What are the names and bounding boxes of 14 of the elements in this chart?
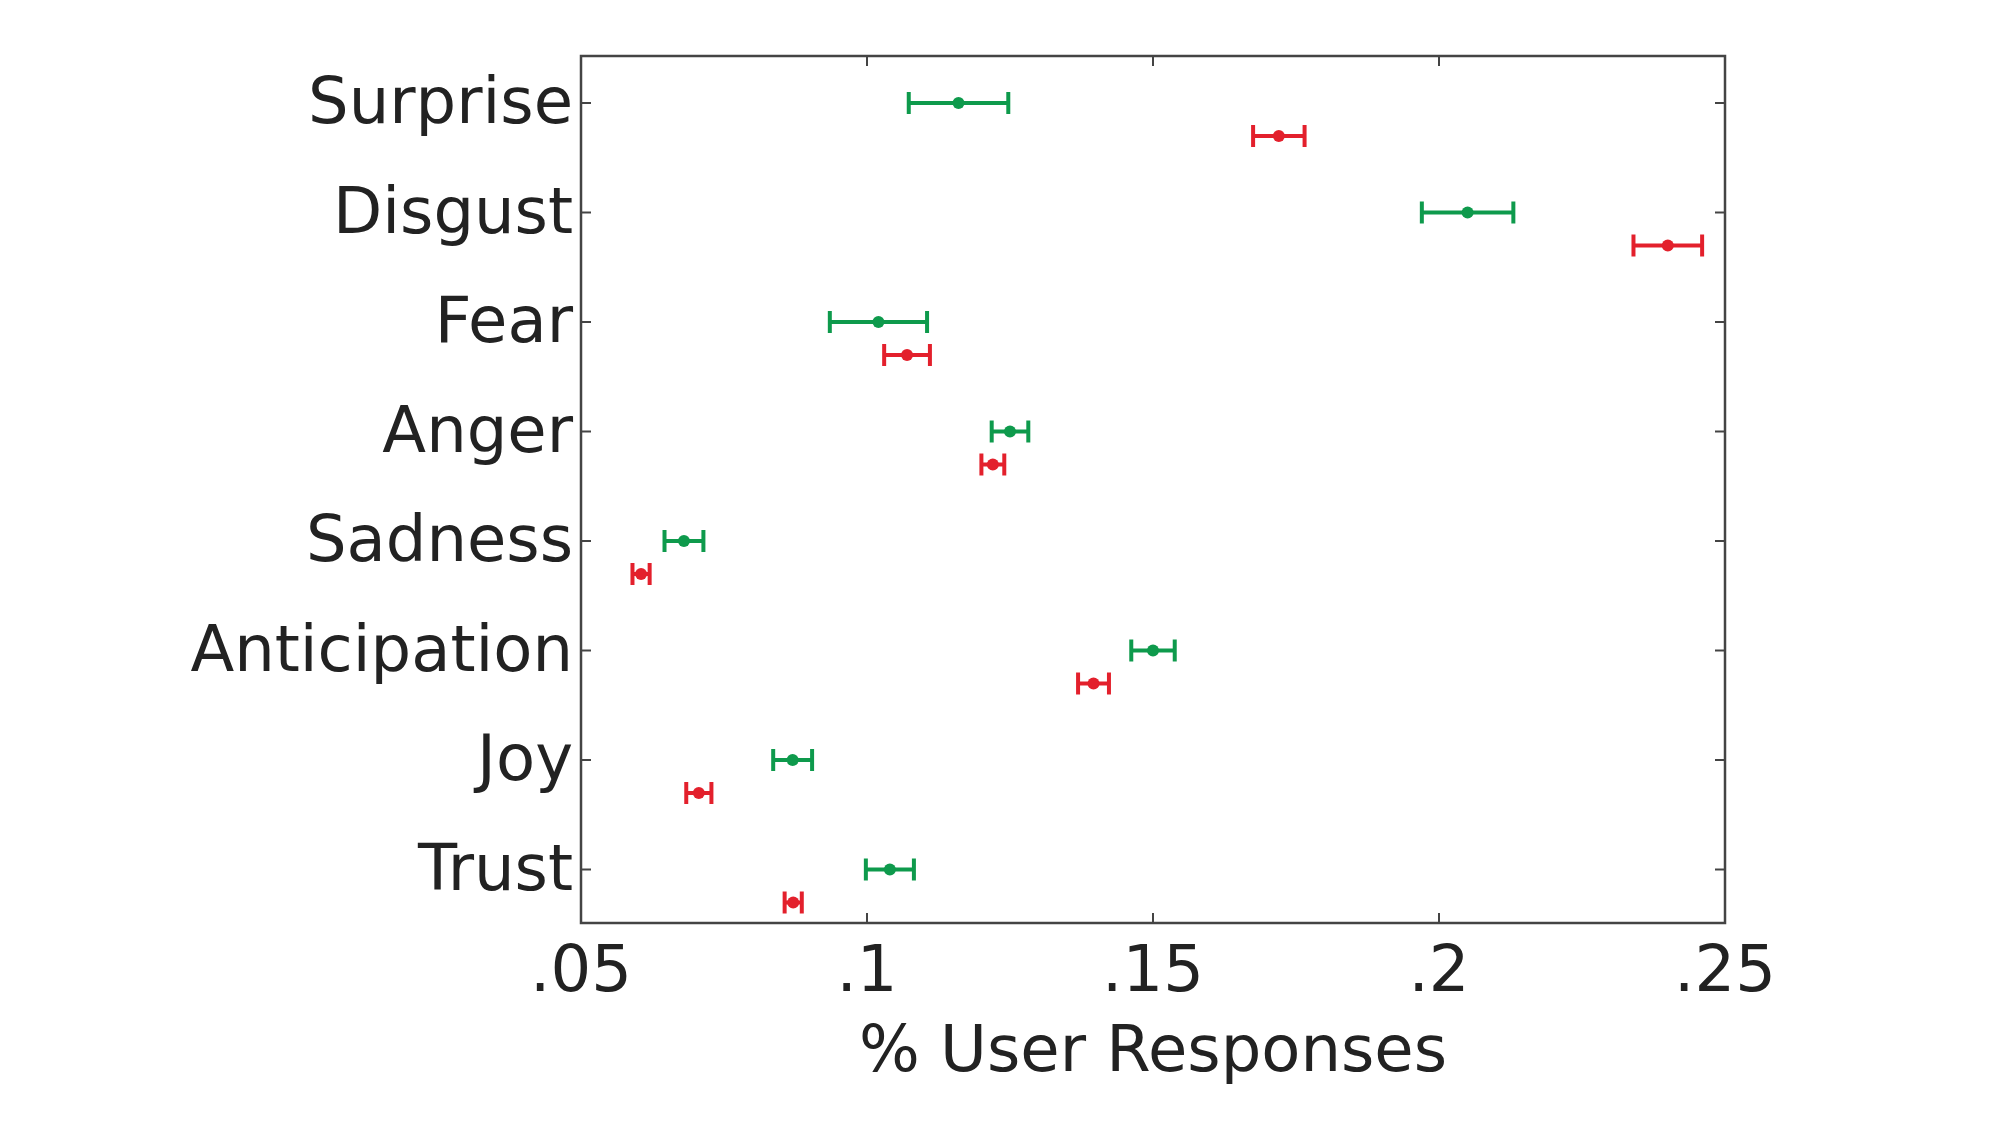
x-tick-label: .1 [836, 932, 898, 1006]
y-tick-label: Surprise [308, 64, 573, 138]
y-tick-label: Anger [382, 392, 574, 467]
y-tick-label: Disgust [332, 173, 573, 248]
x-axis-title: % User Responses [858, 1012, 1448, 1086]
x-tick-label: .05 [530, 932, 632, 1006]
y-tick-label: Trust [417, 830, 573, 905]
x-tick-label: .25 [1674, 932, 1776, 1006]
y-tick-label: Anticipation [190, 611, 573, 686]
x-tick-label: .2 [1408, 932, 1470, 1006]
y-tick-label: Fear [434, 283, 574, 357]
x-tick-label: .15 [1102, 932, 1204, 1006]
y-tick-label: Joy [473, 721, 573, 795]
y-tick-label: Sadness [305, 502, 573, 576]
